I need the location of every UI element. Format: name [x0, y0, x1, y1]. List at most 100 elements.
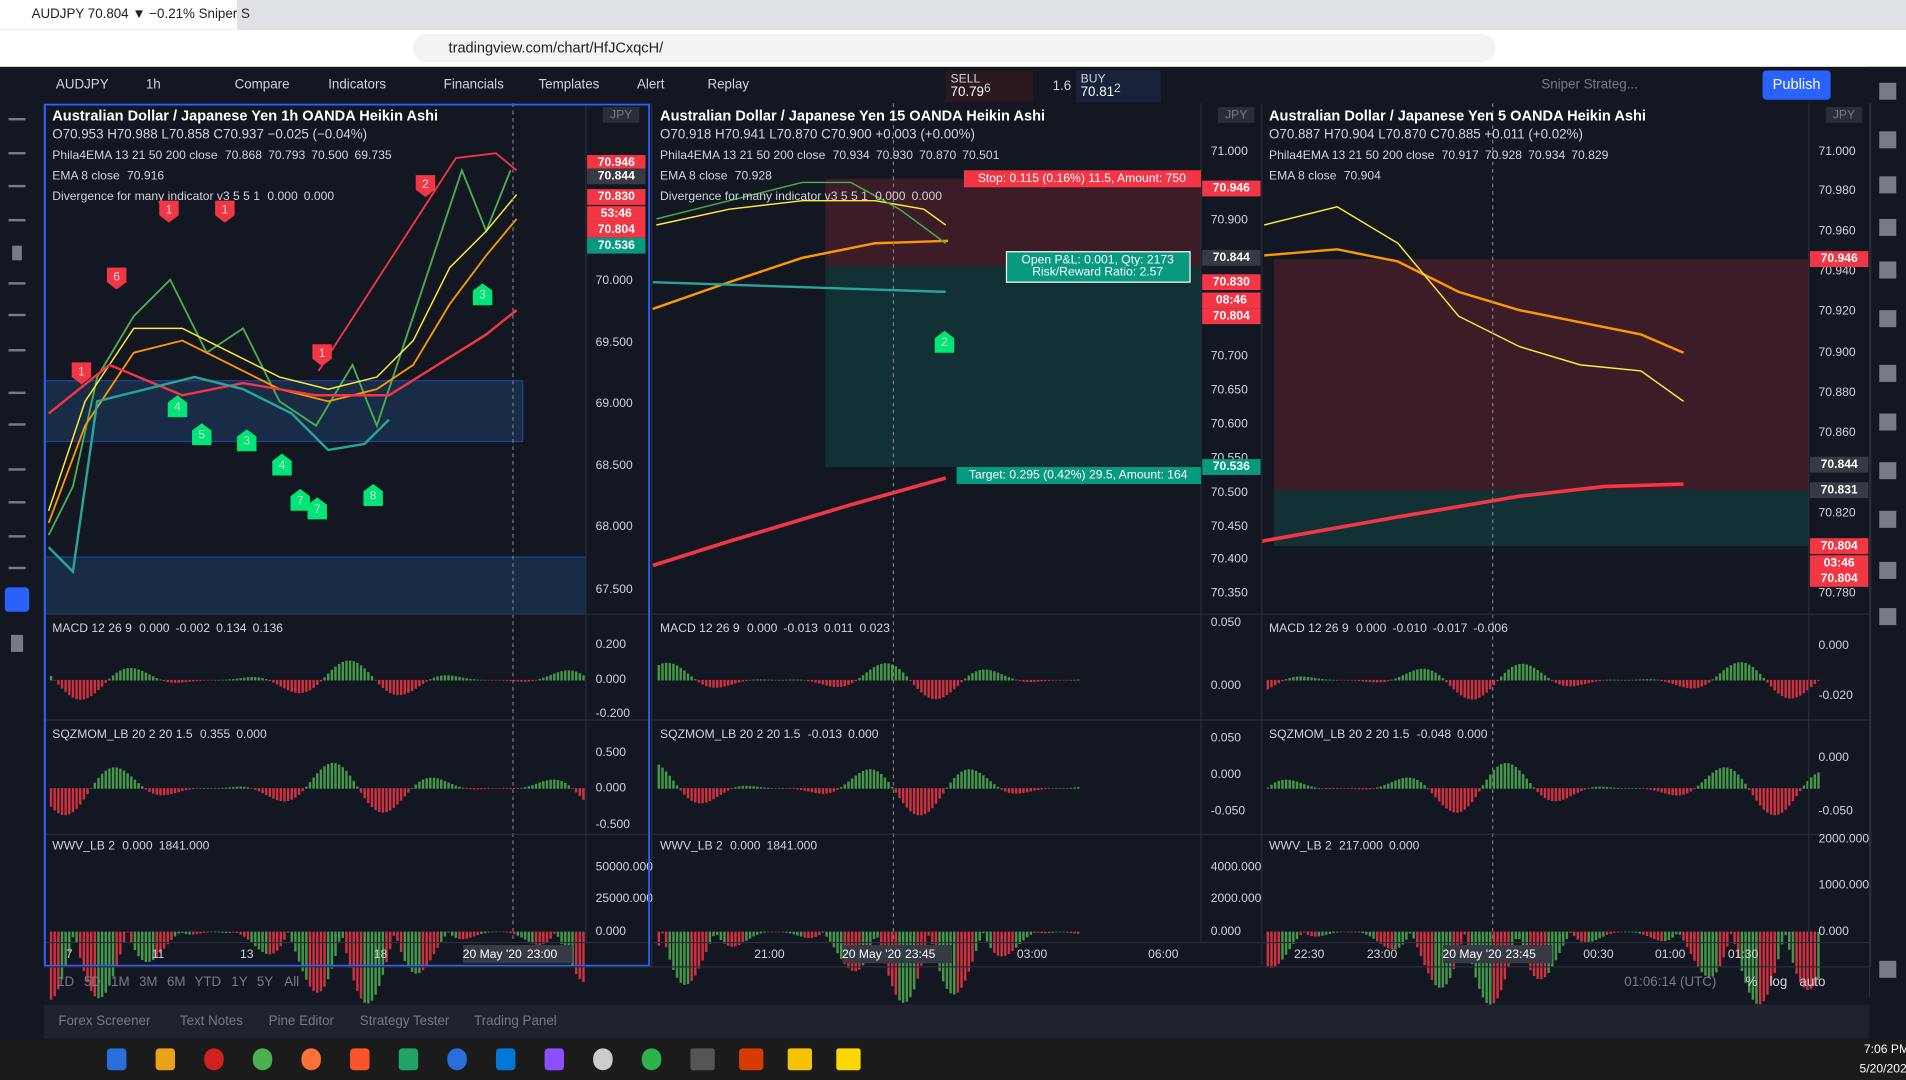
histogram-bar — [418, 679, 421, 687]
bottom-tab[interactable]: Strategy Tester — [360, 1013, 450, 1028]
scale-option[interactable]: auto — [1799, 974, 1825, 989]
histogram-bar — [578, 673, 582, 681]
histogram-bar — [316, 773, 319, 789]
signal-marker — [71, 362, 92, 385]
histogram-bar — [1448, 679, 1452, 686]
histogram-bar — [1033, 679, 1036, 682]
histogram-bar — [516, 679, 520, 682]
histogram-bar — [206, 679, 210, 681]
range-button[interactable]: 3M — [139, 974, 158, 989]
histogram-bar — [286, 788, 290, 801]
histogram-bar — [1740, 931, 1744, 971]
range-button[interactable]: 5Y — [257, 974, 273, 989]
range-button[interactable]: 1M — [111, 974, 130, 989]
histogram-bar — [195, 931, 199, 935]
toolbar-button[interactable]: Indicators — [328, 77, 386, 92]
histogram-bar — [232, 786, 235, 789]
histogram-bar — [694, 679, 697, 681]
histogram-bar — [756, 679, 759, 681]
interval[interactable]: 1h — [146, 77, 161, 92]
histogram-bar — [115, 672, 118, 681]
histogram-bar — [188, 679, 191, 682]
buy-button[interactable] — [1075, 70, 1161, 103]
histogram-bar — [1518, 931, 1521, 939]
toolbar-button[interactable]: Alert — [637, 77, 665, 92]
histogram-bar — [1438, 675, 1441, 681]
tab-title[interactable]: AUDJPY 70.804 ▼ −0.21% Sniper S — [32, 6, 250, 21]
toolbar-button[interactable]: Replay — [707, 77, 749, 92]
range-button[interactable]: 5D — [84, 974, 101, 989]
histogram-bar — [887, 781, 890, 789]
histogram-bar — [1295, 781, 1299, 789]
histogram-bar — [1653, 931, 1656, 940]
histogram-bar — [1306, 785, 1310, 789]
range-button[interactable]: YTD — [194, 974, 221, 989]
indicator-value: 0.000 — [139, 621, 170, 635]
bottom-tab[interactable]: Text Notes — [180, 1013, 243, 1028]
sell-button[interactable] — [945, 70, 1034, 103]
scale-option[interactable]: % — [1746, 974, 1758, 989]
bottom-tab[interactable]: Forex Screener — [58, 1013, 151, 1028]
range-button[interactable]: All — [284, 974, 299, 989]
bottom-tab[interactable]: Trading Panel — [474, 1013, 557, 1028]
histogram-bar — [115, 931, 118, 966]
marker-label: 7 — [297, 493, 304, 507]
histogram-bar — [1314, 678, 1317, 681]
range-button[interactable]: 1Y — [231, 974, 247, 989]
histogram-bar — [1270, 784, 1273, 789]
range-button[interactable]: 6M — [167, 974, 186, 989]
histogram-bar — [690, 676, 693, 681]
histogram-bar — [436, 778, 439, 789]
histogram-bar — [927, 931, 930, 936]
histogram-bar — [177, 788, 180, 793]
price-tick: 70.780 — [1818, 586, 1855, 600]
histogram-bar — [737, 786, 741, 789]
price-label: 70.536 — [598, 238, 635, 252]
histogram-bar — [159, 679, 162, 681]
histogram-bar — [963, 769, 967, 789]
histogram-bar — [985, 778, 989, 789]
histogram-bar — [1496, 766, 1499, 789]
bottom-tab[interactable]: Pine Editor — [269, 1013, 335, 1028]
histogram-bar — [520, 931, 523, 938]
range-button[interactable]: 1D — [57, 974, 74, 989]
histogram-bar — [199, 679, 202, 681]
toolbar-button[interactable]: Financials — [444, 77, 504, 92]
histogram-bar — [1310, 786, 1313, 789]
histogram-bar — [953, 679, 956, 690]
layout-name[interactable]: Sniper Strateg... — [1541, 77, 1638, 92]
histogram-bar — [1696, 679, 1700, 688]
histogram-bar — [115, 767, 118, 789]
histogram-bar — [1704, 778, 1707, 789]
publish-button[interactable] — [1762, 70, 1831, 100]
currency: JPY — [1833, 108, 1855, 122]
histogram-bar — [1299, 676, 1302, 681]
histogram-bar — [1689, 679, 1693, 689]
histogram-bar — [1441, 788, 1445, 806]
histogram-bar — [512, 931, 516, 935]
histogram-bar — [556, 779, 560, 789]
histogram-bar — [283, 931, 286, 940]
scale-option[interactable]: log — [1769, 974, 1787, 989]
histogram-bar — [1288, 779, 1291, 789]
price-label-box — [587, 206, 646, 222]
histogram-bar — [275, 788, 279, 801]
symbol[interactable]: AUDJPY — [56, 77, 109, 92]
histogram-bar — [1427, 788, 1430, 790]
histogram-bar — [549, 779, 552, 789]
histogram-bar — [1066, 679, 1069, 681]
histogram-bar — [516, 788, 520, 789]
histogram-bar — [1715, 931, 1718, 973]
toolbar-button[interactable]: Compare — [235, 77, 290, 92]
histogram-bar — [963, 678, 967, 681]
histogram-bar — [498, 931, 501, 933]
histogram-bar — [723, 931, 726, 944]
histogram-bar — [679, 667, 682, 681]
histogram-bar — [148, 674, 151, 681]
histogram-bar — [712, 679, 715, 688]
histogram-bar — [553, 673, 556, 681]
histogram-bar — [832, 788, 836, 792]
toolbar-button[interactable]: Templates — [538, 77, 599, 92]
histogram-bar — [920, 788, 923, 816]
histogram-bar — [1700, 782, 1704, 789]
